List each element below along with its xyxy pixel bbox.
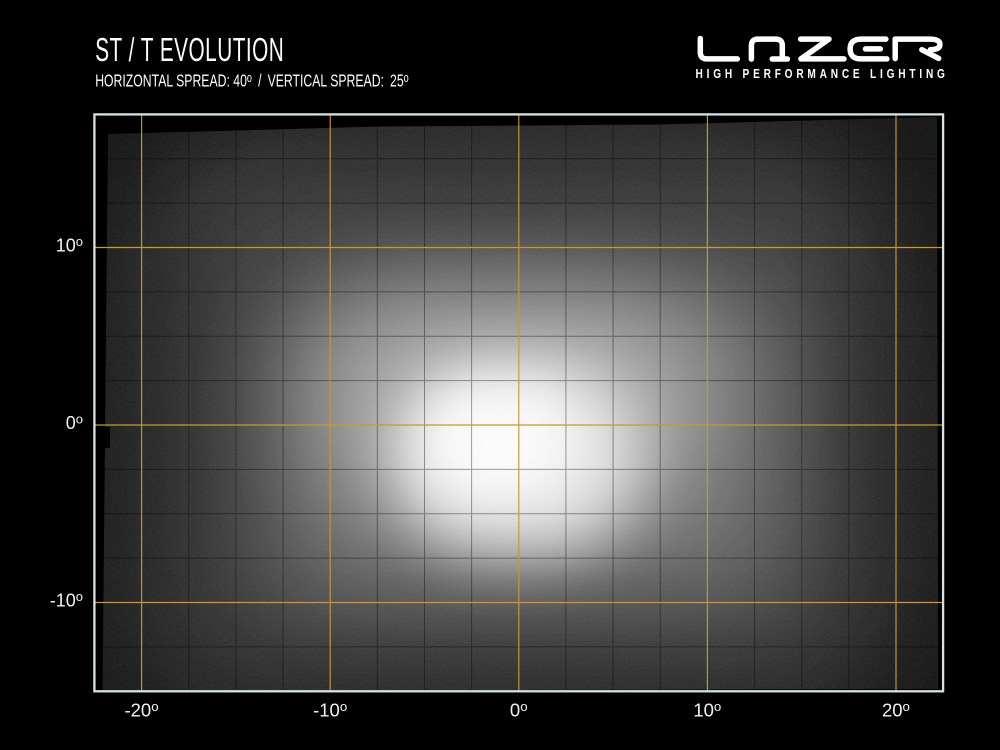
svg-text:ST / T EVOLUTION: ST / T EVOLUTION [95,31,284,68]
svg-text:HORIZONTAL SPREAD: 40o / VERTI: HORIZONTAL SPREAD: 40o / VERTICAL SPREAD… [95,71,409,91]
svg-text:-20o: -20o [124,699,158,721]
svg-text:-10o: -10o [313,699,347,721]
svg-text:HIGH PERFORMANCE LIGHTING: HIGH PERFORMANCE LIGHTING [696,67,949,81]
svg-text:-10o: -10o [50,589,83,611]
